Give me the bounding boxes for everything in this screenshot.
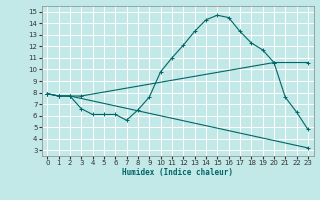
X-axis label: Humidex (Indice chaleur): Humidex (Indice chaleur) [122, 168, 233, 177]
